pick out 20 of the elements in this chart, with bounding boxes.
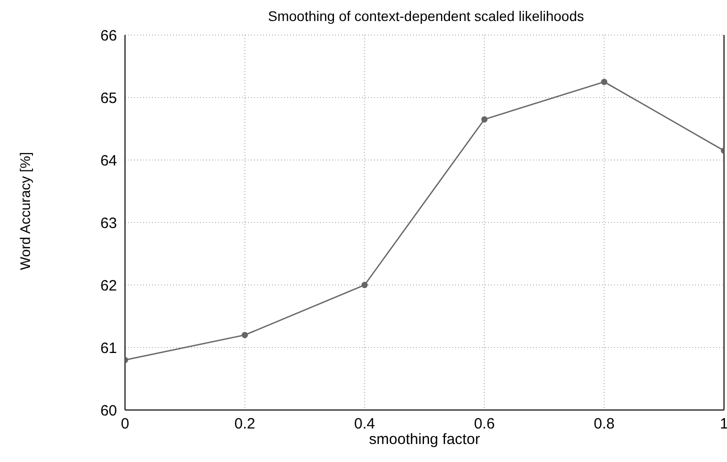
x-tick-label: 0.8	[594, 416, 615, 433]
chart-title: Smoothing of context-dependent scaled likelihoods	[267, 8, 585, 24]
point	[361, 282, 368, 288]
x-tick-label: 0.4	[354, 416, 376, 433]
x-tick-label: 0	[120, 416, 130, 433]
x-tick-label: 0.6	[474, 416, 495, 433]
y-tick-label: 65	[100, 90, 117, 107]
point	[242, 332, 248, 338]
point	[481, 116, 488, 123]
x-axis-title: smoothing factor	[369, 431, 480, 448]
y-tick-label: 66	[100, 27, 117, 44]
y-axis-title: Word Accuracy [%]	[17, 151, 34, 270]
x-tick-label: 1	[720, 416, 727, 433]
y-tick-label: 61	[100, 340, 117, 357]
point	[601, 78, 608, 86]
y-tick-label: 64	[100, 152, 117, 170]
x-tick-label: 0.2	[234, 416, 256, 433]
y-tick-label: 63	[100, 214, 117, 232]
y-tick-label: 60	[100, 402, 117, 420]
y-tick-label: 62	[100, 277, 117, 294]
